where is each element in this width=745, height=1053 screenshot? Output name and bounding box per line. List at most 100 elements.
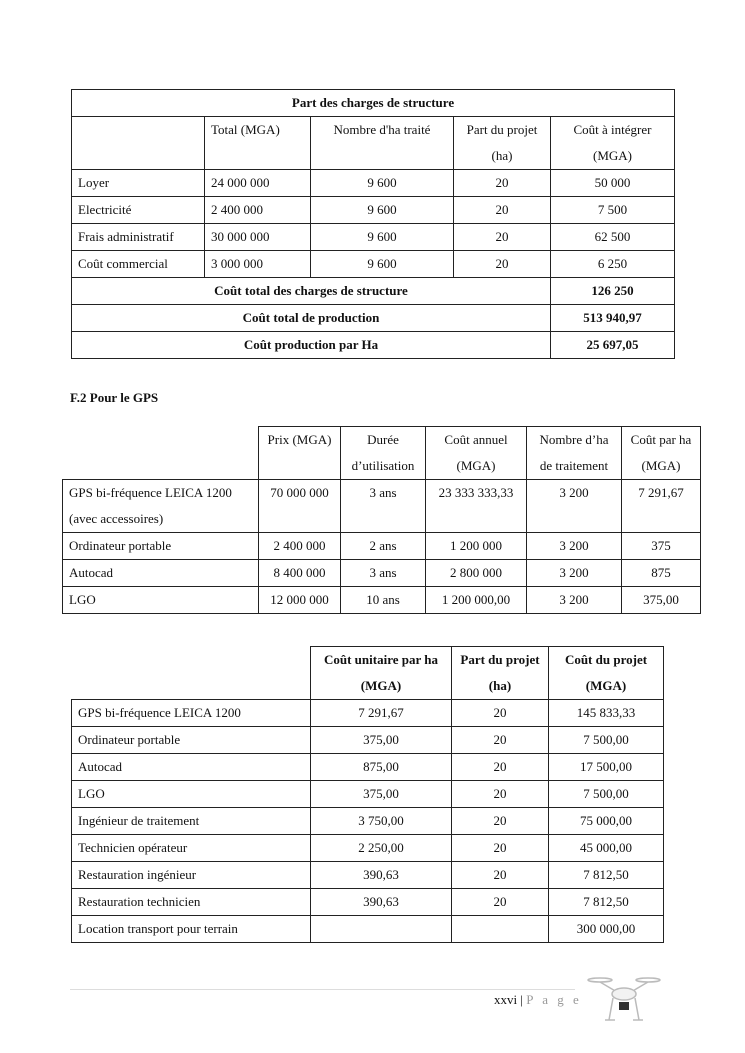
- footer-separator: |: [520, 992, 523, 1007]
- column-header: Total (MGA): [204, 116, 311, 170]
- table-cell: Autocad: [62, 559, 259, 587]
- table-cell: 9 600: [310, 169, 454, 197]
- column-header: [71, 116, 205, 170]
- table-row: GPS bi-fréquence LEICA 1200 7 291,67 20 145…: [71, 699, 664, 727]
- table-title-row: Part des charges de structure: [71, 89, 675, 117]
- table-cell: 3 200: [526, 532, 622, 560]
- table-cell: 75 000,00: [548, 807, 664, 835]
- table-cell: 390,63: [310, 888, 452, 916]
- table-cell: 20: [451, 861, 549, 889]
- table-cell: Ingénieur de traitement: [71, 807, 311, 835]
- table-cell: 2 ans: [340, 532, 426, 560]
- table-cell: 7 812,50: [548, 888, 664, 916]
- column-header: Part du projet (ha): [453, 116, 551, 170]
- total-label: Coût total des charges de structure: [71, 277, 551, 305]
- table-cell: 45 000,00: [548, 834, 664, 862]
- total-row: Coût total de production 513 940,97: [71, 304, 675, 332]
- total-value: 126 250: [550, 277, 675, 305]
- table-cell: 7 291,67: [621, 479, 701, 533]
- table-cell: 20: [453, 250, 551, 278]
- table-cell: 20: [451, 726, 549, 754]
- table-cell: 390,63: [310, 861, 452, 889]
- table-cell: Restauration technicien: [71, 888, 311, 916]
- table-row: Ordinateur portable 2 400 000 2 ans 1 200 0…: [62, 532, 701, 560]
- table-cell: LGO: [71, 780, 311, 808]
- table-cell: 2 400 000: [258, 532, 341, 560]
- table-cell: 3 200: [526, 559, 622, 587]
- table-cell: 7 500,00: [548, 780, 664, 808]
- table-cell: 9 600: [310, 223, 454, 251]
- column-header: Nombre d’ha de traitement: [526, 426, 622, 480]
- table-header-row: Prix (MGA) Durée d’utilisation Coût annuel…: [62, 426, 701, 480]
- table-cell: 9 600: [310, 196, 454, 224]
- table-row: Technicien opérateur 2 250,00 20 45 000,00: [71, 834, 664, 862]
- table-cell: 62 500: [550, 223, 675, 251]
- column-header: Prix (MGA): [258, 426, 341, 480]
- table-cell: 7 812,50: [548, 861, 664, 889]
- table-cell: 7 500,00: [548, 726, 664, 754]
- table-cell: 3 200: [526, 479, 622, 533]
- table-cell: 3 750,00: [310, 807, 452, 835]
- table-cell: 9 600: [310, 250, 454, 278]
- table-cell: 2 800 000: [425, 559, 527, 587]
- table-row: Restauration ingénieur 390,63 20 7 812,50: [71, 861, 664, 889]
- table-cell: [451, 915, 549, 943]
- table-cell: Loyer: [71, 169, 205, 197]
- table-cell: 6 250: [550, 250, 675, 278]
- table-cell: 70 000 000: [258, 479, 341, 533]
- table-cell: 3 200: [526, 586, 622, 614]
- table-cell: 300 000,00: [548, 915, 664, 943]
- table-cell: 1 200 000,00: [425, 586, 527, 614]
- column-header: [71, 646, 311, 700]
- table-cell: 30 000 000: [204, 223, 311, 251]
- total-row: Coût production par Ha 25 697,05: [71, 331, 675, 359]
- column-header: [62, 426, 259, 480]
- table-cell: 50 000: [550, 169, 675, 197]
- table-cell: 20: [451, 834, 549, 862]
- table-cell: 3 ans: [340, 559, 426, 587]
- table-row: Autocad 8 400 000 3 ans 2 800 000 3 200 875: [62, 559, 701, 587]
- drone-logo-image: [587, 977, 661, 1021]
- column-header: Durée d’utilisation: [340, 426, 426, 480]
- table-row: Location transport pour terrain 300 000,0…: [71, 915, 664, 943]
- structure-charges-table: Part des charges de structure Total (MGA)…: [71, 89, 675, 359]
- table-row: Ordinateur portable 375,00 20 7 500,00: [71, 726, 664, 754]
- table-cell: 7 291,67: [310, 699, 452, 727]
- table-cell: 23 333 333,33: [425, 479, 527, 533]
- gps-equipment-table: Prix (MGA) Durée d’utilisation Coût annuel…: [62, 426, 701, 614]
- table-row: Electricité 2 400 000 9 600 20 7 500: [71, 196, 675, 224]
- table-cell: Coût commercial: [71, 250, 205, 278]
- total-label: Coût total de production: [71, 304, 551, 332]
- table-row: Ingénieur de traitement 3 750,00 20 75 000,…: [71, 807, 664, 835]
- column-header: Coût par ha (MGA): [621, 426, 701, 480]
- table-cell: 375,00: [621, 586, 701, 614]
- table-cell: 20: [451, 888, 549, 916]
- table-cell: 875,00: [310, 753, 452, 781]
- table-cell: GPS bi-fréquence LEICA 1200 (avec access…: [62, 479, 259, 533]
- table-cell: Electricité: [71, 196, 205, 224]
- table-cell: 875: [621, 559, 701, 587]
- page-footer: xxvi | P a g e: [494, 992, 582, 1008]
- table-row: Restauration technicien 390,63 20 7 812,50: [71, 888, 664, 916]
- table-cell: 2 250,00: [310, 834, 452, 862]
- table-cell: Technicien opérateur: [71, 834, 311, 862]
- table-cell: 1 200 000: [425, 532, 527, 560]
- table-cell: 20: [451, 780, 549, 808]
- table-cell: 20: [451, 699, 549, 727]
- table-cell: 24 000 000: [204, 169, 311, 197]
- table-cell: GPS bi-fréquence LEICA 1200: [71, 699, 311, 727]
- table-cell: LGO: [62, 586, 259, 614]
- table-row: LGO 375,00 20 7 500,00: [71, 780, 664, 808]
- table-cell: 375,00: [310, 726, 452, 754]
- table-cell: 375: [621, 532, 701, 560]
- page-number: xxvi: [494, 992, 518, 1007]
- table-cell: Location transport pour terrain: [71, 915, 311, 943]
- table-cell: 8 400 000: [258, 559, 341, 587]
- table-header-row: Total (MGA) Nombre d'ha traité Part du pro…: [71, 116, 675, 170]
- page-label: P a g e: [526, 992, 582, 1007]
- total-label: Coût production par Ha: [71, 331, 551, 359]
- table-row: Autocad 875,00 20 17 500,00: [71, 753, 664, 781]
- table-cell: 2 400 000: [204, 196, 311, 224]
- table-title: Part des charges de structure: [71, 89, 675, 117]
- table-cell: Ordinateur portable: [71, 726, 311, 754]
